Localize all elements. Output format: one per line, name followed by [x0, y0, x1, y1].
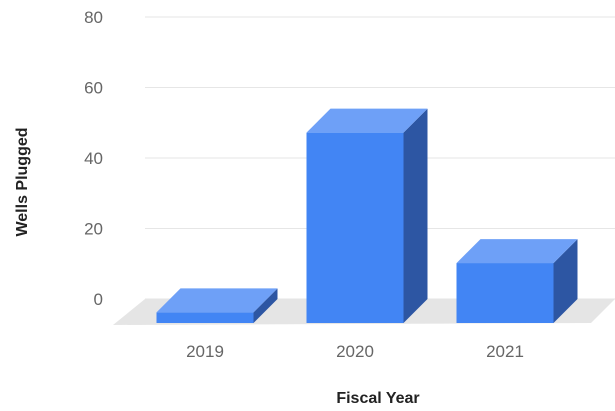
- x-tick-label: 2019: [186, 342, 224, 361]
- bar-2020: [306, 108, 428, 324]
- bar-top: [456, 239, 578, 264]
- bar-2021: [456, 239, 578, 323]
- bar-side: [253, 288, 278, 323]
- bar-2019: [156, 288, 278, 323]
- y-tick-label: 40: [84, 149, 103, 168]
- y-tick-label: 0: [94, 290, 103, 309]
- bars: [156, 108, 578, 324]
- x-tick-label: 2021: [486, 342, 524, 361]
- x-tick-labels: 2019 2020 2021: [186, 342, 524, 361]
- x-axis-title: Fiscal Year: [336, 390, 419, 407]
- y-axis-title: Wells Plugged: [14, 127, 31, 236]
- bar-top: [306, 108, 428, 133]
- bar-front: [156, 312, 254, 323]
- bar-top: [156, 288, 278, 313]
- bar-front: [456, 263, 554, 323]
- y-tick-labels: 0 20 40 60 80: [84, 8, 103, 309]
- bar-front: [306, 132, 404, 323]
- y-tick-label: 80: [84, 8, 103, 27]
- x-tick-label: 2020: [336, 342, 374, 361]
- bar-side: [403, 108, 428, 324]
- bar-side: [553, 239, 578, 323]
- y-tick-label: 20: [84, 220, 103, 239]
- y-tick-label: 60: [84, 79, 103, 98]
